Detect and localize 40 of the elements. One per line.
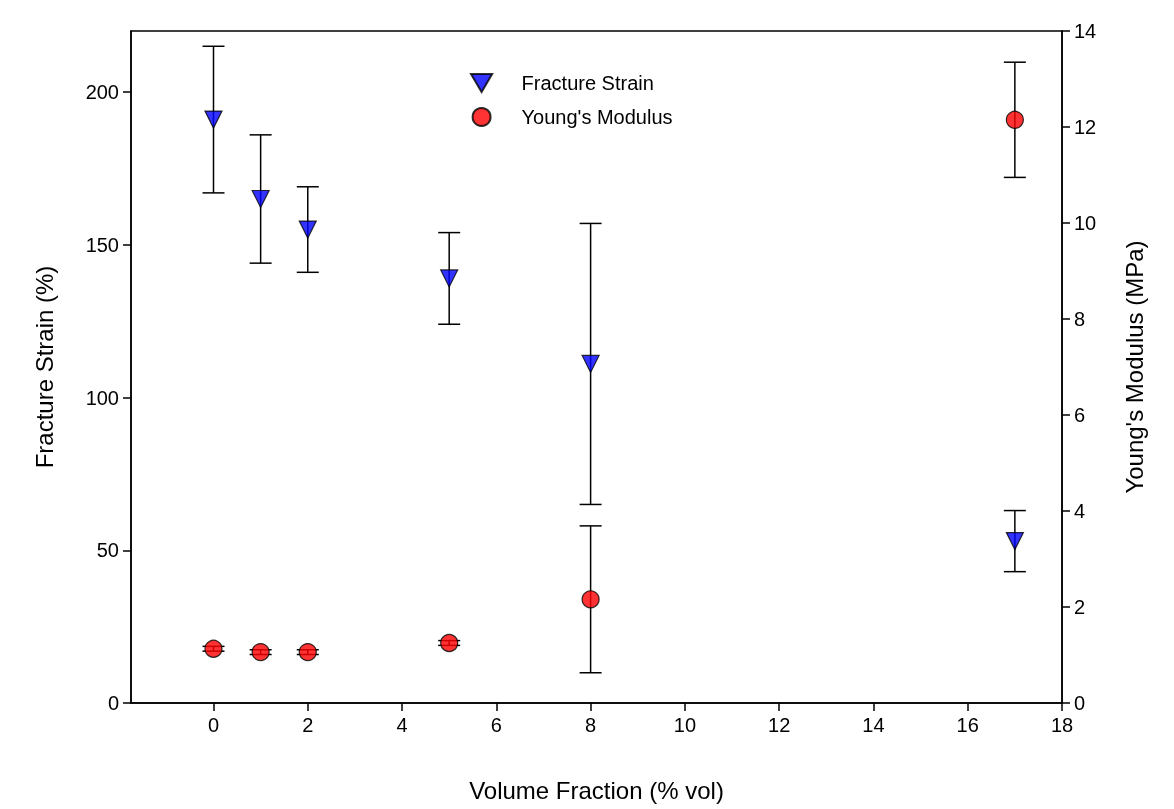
x-tick-label: 18: [1050, 714, 1074, 736]
y-tick-label: 50: [96, 539, 119, 562]
point: [204, 639, 223, 658]
y-tick-label: 150: [85, 233, 119, 256]
y2-tick-label: 14: [1074, 20, 1097, 42]
point: [581, 590, 600, 609]
y2-tick-label: 4: [1074, 500, 1086, 522]
y-tick-label: 100: [85, 386, 119, 409]
point: [298, 643, 317, 662]
y-tick-label: 200: [85, 81, 119, 104]
y2-tick-label: 12: [1074, 116, 1097, 138]
x-tick-label: 16: [956, 714, 979, 736]
point: [204, 110, 223, 129]
point: [1005, 532, 1024, 551]
point: [251, 189, 270, 209]
x-tick-label: 12: [768, 714, 791, 736]
y-tick-label: 0: [107, 692, 119, 714]
y2-tick-label: 0: [1074, 692, 1086, 714]
y2-tick-label: 8: [1074, 308, 1086, 330]
legend-label: Young's Modulus: [521, 106, 673, 128]
y2-axis-title: Young's Modulus (MPa): [1120, 240, 1148, 494]
legend-label: Fracture Strain: [521, 72, 654, 94]
point: [440, 633, 459, 653]
y2-tick-label: 6: [1074, 404, 1086, 426]
point: [581, 354, 600, 374]
point: [1005, 110, 1024, 129]
point: [251, 643, 270, 662]
x-tick-label: 8: [585, 714, 597, 736]
x-tick-label: 4: [396, 714, 408, 736]
x-tick-label: 2: [302, 714, 314, 736]
y2-tick-label: 10: [1074, 212, 1097, 234]
y2-tick-label: 2: [1074, 596, 1086, 618]
x-tick-label: 6: [490, 714, 502, 736]
x-tick-label: 0: [207, 714, 220, 736]
x-axis-title: Volume Fraction (% vol): [469, 776, 724, 804]
x-tick-label: 14: [862, 714, 885, 736]
x-tick-label: 10: [673, 714, 697, 736]
y-axis-title: Fracture Strain (%): [30, 265, 58, 469]
point: [440, 269, 459, 288]
point: [298, 220, 317, 239]
